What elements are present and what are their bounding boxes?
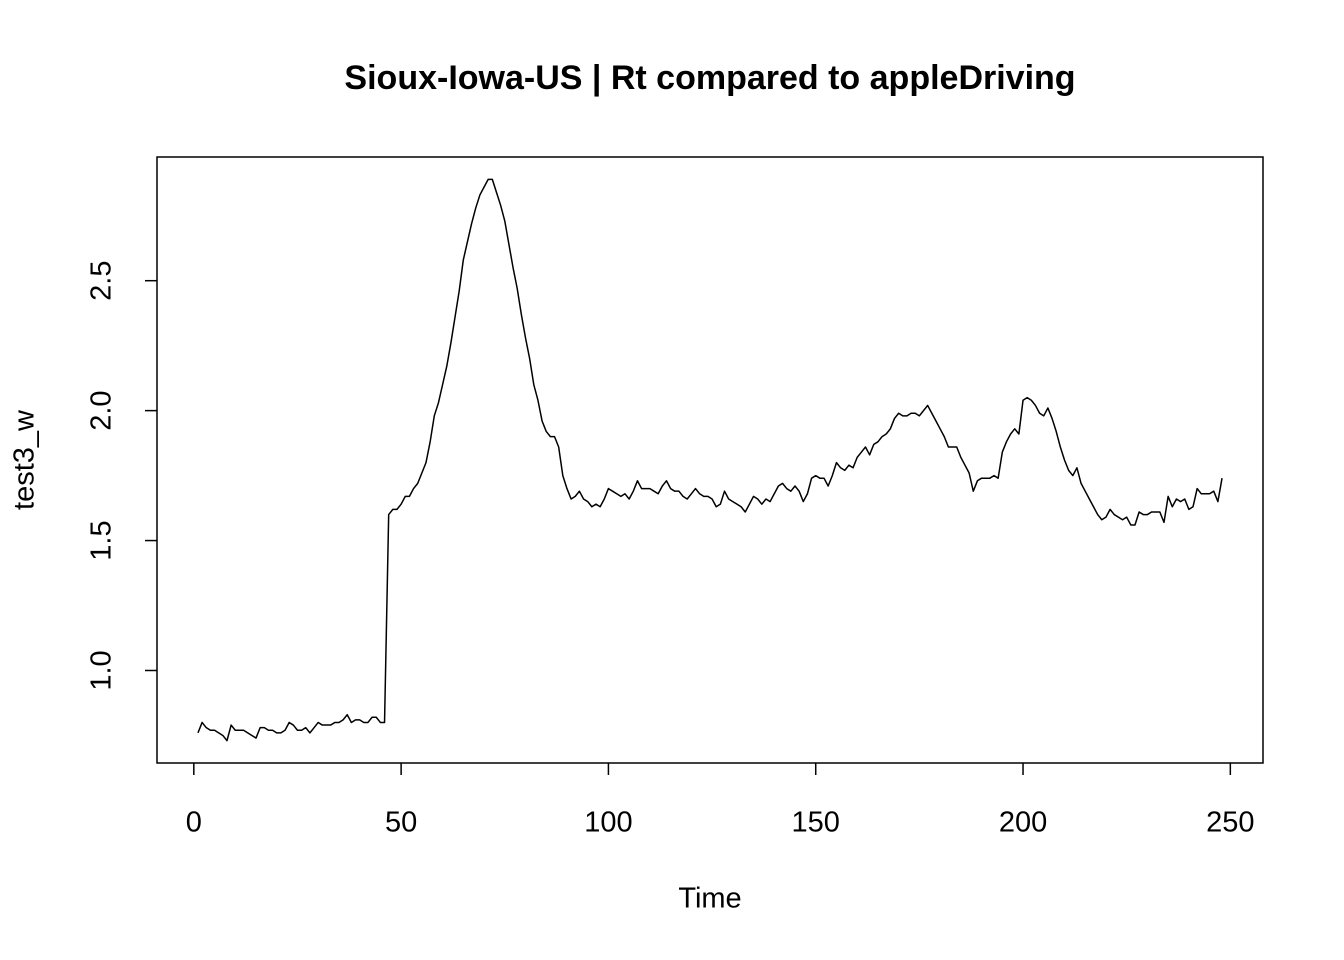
x-tick-label: 0 [186, 807, 202, 839]
x-tick-label: 150 [792, 807, 840, 839]
x-tick-label: 250 [1206, 807, 1254, 839]
x-tick-label: 50 [385, 807, 417, 839]
x-tick-label: 100 [584, 807, 632, 839]
y-tick-label: 2.5 [86, 261, 118, 301]
y-tick-label: 1.5 [86, 520, 118, 560]
y-tick-label: 1.0 [86, 650, 118, 690]
data-line [197, 178, 1223, 742]
plot-frame [156, 156, 1264, 764]
x-axis-label: Time [678, 883, 741, 915]
chart-title: Sioux-Iowa-US | Rt compared to appleDriv… [344, 59, 1075, 97]
y-axis-label: test3_w [9, 409, 41, 510]
y-tick-label: 2.0 [86, 390, 118, 430]
x-tick-label: 200 [999, 807, 1047, 839]
